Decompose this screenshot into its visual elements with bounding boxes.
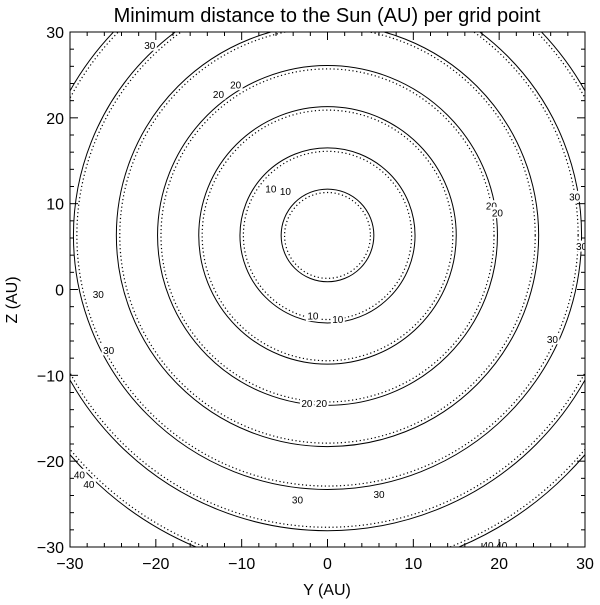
solid-contour-1: [280, 188, 375, 283]
contour-label: 30: [93, 290, 105, 301]
contour-label-bg: [314, 397, 329, 409]
dotted-contour-6: [76, 32, 579, 487]
y-axis-label: Z (AU): [4, 276, 21, 323]
contour-label: 20: [492, 209, 504, 220]
contour-label: 20: [316, 399, 328, 410]
dotted-contour-3: [201, 109, 454, 362]
y-tick-label: −30: [37, 540, 64, 557]
x-tick-label: −30: [56, 556, 83, 573]
solid-contour-3: [198, 106, 457, 365]
contour-label: 40: [482, 541, 494, 552]
x-tick-label: −10: [228, 556, 255, 573]
x-tick-label: 0: [323, 556, 332, 573]
contour-label-bg: [567, 190, 582, 202]
contour-label-bg: [490, 207, 505, 219]
y-tick-label: −20: [37, 454, 64, 471]
y-tick-label: 0: [55, 283, 64, 300]
solid-contour-4: [157, 64, 498, 406]
contour-label-bg: [481, 539, 496, 547]
solid-contour-2: [239, 147, 416, 324]
contour-label: 20: [213, 90, 225, 101]
contour-label: 30: [144, 41, 156, 52]
solid-contour-5: [115, 32, 540, 448]
y-tick-label: −10: [37, 368, 64, 385]
contour-label: 40: [74, 470, 86, 481]
contour-label-bg: [263, 183, 278, 195]
contour-label-bg: [372, 488, 386, 500]
dotted-contour-4: [160, 68, 495, 403]
dotted-contour-1: [283, 191, 372, 279]
x-axis-ticks: −30 −20 −10 0 10 20 30: [56, 32, 594, 573]
solid-contour-6: [73, 32, 582, 490]
contour-label-bg: [142, 39, 157, 51]
contour-label: 30: [569, 192, 581, 203]
contour-label-bg: [484, 200, 499, 212]
x-tick-label: 10: [404, 556, 422, 573]
contour-label: 30: [103, 346, 115, 357]
contour-label: 10: [280, 187, 292, 198]
contour-label-bg: [278, 185, 293, 197]
contour-label-bg: [290, 493, 305, 505]
contour-label: 30: [292, 495, 304, 506]
chart-title: Minimum distance to the Sun (AU) per gri…: [114, 5, 541, 27]
contour-labels: 1010101020202020202030303030303030304040…: [72, 39, 588, 552]
contour-label-bg: [494, 539, 509, 547]
contour-label: 30: [547, 335, 559, 346]
contour-label-bg: [574, 240, 585, 252]
x-tick-label: −20: [142, 556, 169, 573]
y-tick-label: 10: [46, 197, 64, 214]
contour-label: 30: [373, 490, 385, 501]
dotted-contour-5: [119, 32, 536, 444]
contour-label-bg: [81, 478, 96, 490]
contour-label: 10: [265, 185, 277, 196]
contour-label-bg: [211, 88, 226, 100]
x-axis-label: Y (AU): [303, 582, 351, 599]
y-tick-label: 20: [46, 111, 64, 128]
contour-label-bg: [72, 468, 87, 480]
contour-label: 10: [307, 312, 319, 323]
contour-label-bg: [91, 288, 106, 300]
contour-label-bg: [305, 310, 320, 322]
dotted-contour-2: [242, 150, 413, 321]
solid-contour-7: [70, 32, 585, 532]
contour-label: 40: [83, 480, 95, 491]
contour-label-bg: [330, 313, 345, 325]
contour-label: 30: [576, 242, 588, 253]
contour-label: 20: [230, 81, 242, 92]
contour-label: 40: [496, 541, 508, 552]
contour-label-bg: [228, 79, 243, 91]
contour-label: 10: [332, 315, 344, 326]
y-axis-ticks: −30 −20 −10 0 10 20 30: [37, 25, 585, 557]
contour-label-bg: [101, 344, 116, 356]
x-tick-label: 20: [490, 556, 508, 573]
contour-label-bg: [545, 333, 560, 345]
contour-label-bg: [299, 397, 314, 409]
dotted-contour-7: [70, 32, 585, 528]
y-tick-label: 30: [46, 25, 64, 42]
x-tick-label: 30: [576, 556, 594, 573]
contour-label: 20: [301, 399, 313, 410]
